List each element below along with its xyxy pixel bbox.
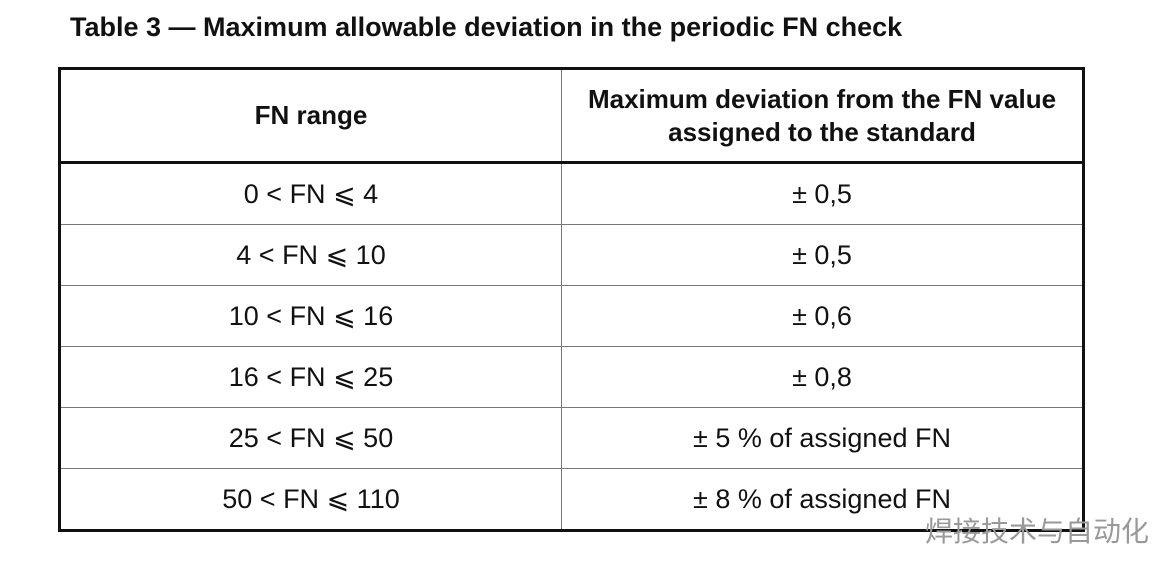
header-cell: Maximum deviation from the FN value assi…: [561, 68, 1084, 164]
table-row: 25 < FN ⩽ 50 ± 5 % of assigned FN: [59, 407, 1084, 469]
header-text: Maximum deviation from the FN value assi…: [587, 83, 1057, 147]
table-row: 16 < FN ⩽ 25 ± 0,8: [59, 346, 1084, 408]
table-row: 0 < FN ⩽ 4 ± 0,5: [59, 162, 1084, 225]
table-cell: 16 < FN ⩽ 25: [59, 346, 562, 408]
watermark: 焊接技术与自动化: [924, 515, 1149, 548]
table-cell: 4 < FN ⩽ 10: [59, 224, 562, 286]
header-cell: FN range: [59, 68, 562, 164]
table: FN range Maximum deviation from the FN v…: [58, 67, 1085, 532]
table-cell: ± 8 % of assigned FN: [561, 468, 1084, 531]
table-cell: 0 < FN ⩽ 4: [59, 162, 562, 225]
table-cell: ± 0,8: [561, 346, 1084, 408]
table-row: 50 < FN ⩽ 110 ± 8 % of assigned FN: [59, 468, 1084, 531]
header-row: FN range Maximum deviation from the FN v…: [59, 68, 1084, 164]
table-cell: ± 0,5: [561, 224, 1084, 286]
table-cell: ± 5 % of assigned FN: [561, 407, 1084, 469]
header-text: FN range: [254, 100, 368, 130]
table-cell: ± 0,6: [561, 285, 1084, 347]
table-cell: 50 < FN ⩽ 110: [59, 468, 562, 531]
table-cell: ± 0,5: [561, 162, 1084, 225]
table-row: 10 < FN ⩽ 16 ± 0,6: [59, 285, 1084, 347]
table-body: 0 < FN ⩽ 4 ± 0,5 4 < FN ⩽ 10 ± 0,5 10 < FN ⩽…: [59, 162, 1084, 531]
table-cell: 10 < FN ⩽ 16: [59, 285, 562, 347]
table-title: Table 3 — Maximum allowable deviation in…: [70, 12, 903, 42]
table-row: 4 < FN ⩽ 10 ± 0,5: [59, 224, 1084, 286]
table-cell: 25 < FN ⩽ 50: [59, 407, 562, 469]
